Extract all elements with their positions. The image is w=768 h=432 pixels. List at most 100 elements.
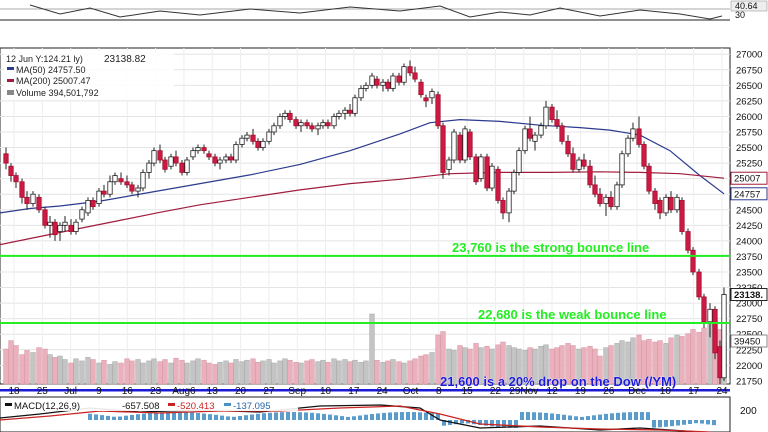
volume-bar [42,348,48,385]
macd-bar [274,412,278,420]
x-tick-label: 8 [436,386,442,397]
volume-bar [62,359,68,385]
candle-body [79,209,85,220]
candle-body [603,196,609,204]
candle-body [440,125,446,173]
macd-bar [478,420,482,425]
candle-body [85,200,91,214]
macd-bar [394,412,398,420]
volume-bar [239,361,245,385]
macd-bar [196,412,200,420]
macd-bar [304,412,308,420]
candle-body [140,172,146,189]
volume-bar [358,362,364,385]
candle-body [30,193,36,204]
volume-bar [380,362,386,385]
volume-bar [157,361,163,385]
volume-bar [223,360,229,385]
candle-body [309,125,315,130]
candle-body [646,165,652,192]
macd-bar [496,420,500,427]
y-tick-label: 25750 [736,128,762,139]
macd-bar [604,413,608,420]
candle-body [527,128,533,139]
candle-body [559,125,565,142]
x-tick-label: Dec [628,386,646,397]
macd-bar [322,413,326,420]
y-tick-label: 27000 [736,50,762,61]
volume-bar [68,362,74,385]
candle-body [570,153,576,170]
macd-bar [412,412,416,420]
volume-bar [440,331,446,385]
macd-bar [592,415,596,420]
ma-line [0,171,725,246]
macd-bar [652,420,656,428]
candle-body [206,153,212,158]
x-tick-label: Jul [64,386,77,397]
candle-body [293,119,299,127]
macd-bar [508,420,512,428]
macd-bar [526,412,530,420]
candle-body [358,88,364,99]
macd-bar [202,413,206,420]
macd-bar [514,420,518,428]
candle-body [8,165,14,176]
macd-bar [586,416,590,420]
volume-bar [451,350,457,385]
volume-bar [331,358,337,385]
macd-bar [160,412,164,420]
macd-bar [166,412,170,420]
volume-bar [516,348,522,385]
x-tick-label: 23 [150,386,162,397]
y-tick-label: 23750 [736,252,762,263]
volume-bar [304,360,310,385]
macd-bar [418,412,422,420]
candle-body [565,140,571,155]
x-tick-label: Sep [288,386,306,397]
candle-body [266,131,272,142]
y-tick-label: 24500 [736,205,762,216]
volume-bar [347,361,353,385]
volume-bar [646,338,652,385]
candle-body [201,147,207,152]
y-tick-label: 21750 [736,376,762,387]
candle-body [228,156,234,161]
candle-body [484,156,490,189]
volume-bar [101,359,107,385]
volume-bar [140,362,146,385]
candle-body [478,156,484,180]
candle-body [73,221,79,232]
macd-bar [316,413,320,420]
value-tag-box [730,334,768,348]
macd-bar [370,414,374,420]
volume-bar [30,352,36,385]
volume-bar [282,358,288,385]
candle-body [701,296,707,323]
legend-date: 12 Jun Y:124.21 ly) [6,54,83,64]
candle-body [396,75,402,83]
candle-body [62,221,68,226]
candle-body [549,106,555,120]
volume-bar [412,358,418,385]
candle-body [587,165,593,186]
macd-bar [328,414,332,420]
candle-body [13,175,19,183]
macd-bar [400,412,404,420]
macd-bar [616,412,620,420]
volume-bar [250,358,256,385]
y-tick-label: 26000 [736,112,762,123]
volume-bar [325,362,331,385]
x-tick-label: 18 [8,386,20,397]
y-tick-label: 22250 [736,345,762,356]
volume-bar [336,360,342,385]
volume-bar [118,362,124,385]
macd-bar [358,415,362,420]
candle-body [282,112,288,117]
candle-body [614,184,620,208]
candle-body [190,150,196,158]
candle-body [57,224,63,232]
volume-bar [129,360,135,385]
macd-bar [460,420,464,424]
